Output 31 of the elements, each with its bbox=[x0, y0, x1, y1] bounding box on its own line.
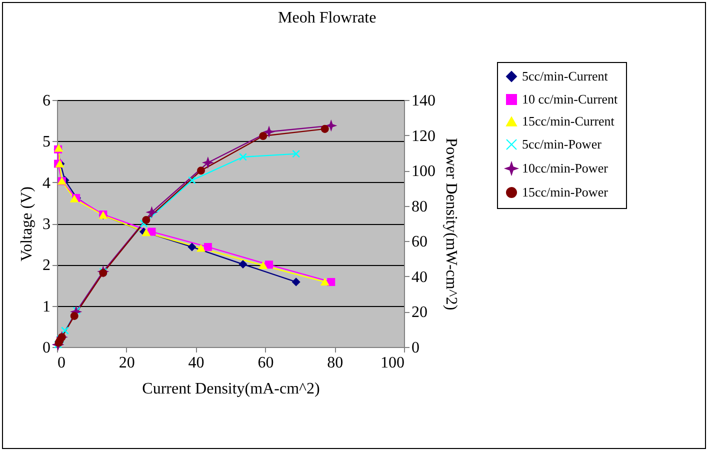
y-tick-label: 2 bbox=[42, 257, 50, 274]
y2-tick-label: 140 bbox=[412, 92, 436, 110]
x-tick-label: 0 bbox=[58, 354, 66, 372]
y2-tick-label: 0 bbox=[412, 340, 420, 356]
y-tick-label: 6 bbox=[42, 92, 50, 110]
legend-label: 15cc/min-Power bbox=[522, 184, 609, 200]
y-tick-label: 5 bbox=[42, 134, 50, 151]
y-tick-label: 1 bbox=[42, 298, 50, 316]
y2-axis-title: Power Density(mW-cm^2) bbox=[442, 138, 460, 310]
y2-tick-label: 80 bbox=[412, 198, 428, 216]
x-axis-title: Current Density(mA-cm^2) bbox=[142, 380, 320, 398]
y2-tick-label: 60 bbox=[412, 234, 428, 251]
x-tick-label: 40 bbox=[188, 354, 204, 372]
legend-label: 15cc/min-Current bbox=[522, 114, 615, 128]
legend-label: 10 cc/min-Current bbox=[522, 92, 618, 106]
y-tick-label: 4 bbox=[42, 174, 50, 192]
y2-tick-label: 120 bbox=[412, 128, 436, 145]
y-tick-label: 0 bbox=[42, 340, 50, 356]
x-tick-label: 60 bbox=[258, 354, 274, 372]
chart-title: Meoh Flowrate bbox=[278, 10, 376, 26]
legend-label: 5cc/min-Current bbox=[522, 68, 608, 84]
y2-tick-label: 20 bbox=[412, 304, 428, 322]
x-tick-label: 100 bbox=[380, 354, 404, 372]
y2-tick-label: 40 bbox=[412, 268, 428, 286]
x-tick-label: 20 bbox=[118, 354, 135, 372]
legend-label: 10cc/min-Power bbox=[522, 160, 609, 176]
y-tick-label: 3 bbox=[42, 216, 50, 233]
x-tick-label: 80 bbox=[327, 354, 344, 372]
y2-tick-label: 100 bbox=[412, 163, 436, 180]
y-axis-title: Voltage (V) bbox=[18, 186, 36, 262]
legend-label: 5cc/min-Power bbox=[522, 136, 602, 152]
